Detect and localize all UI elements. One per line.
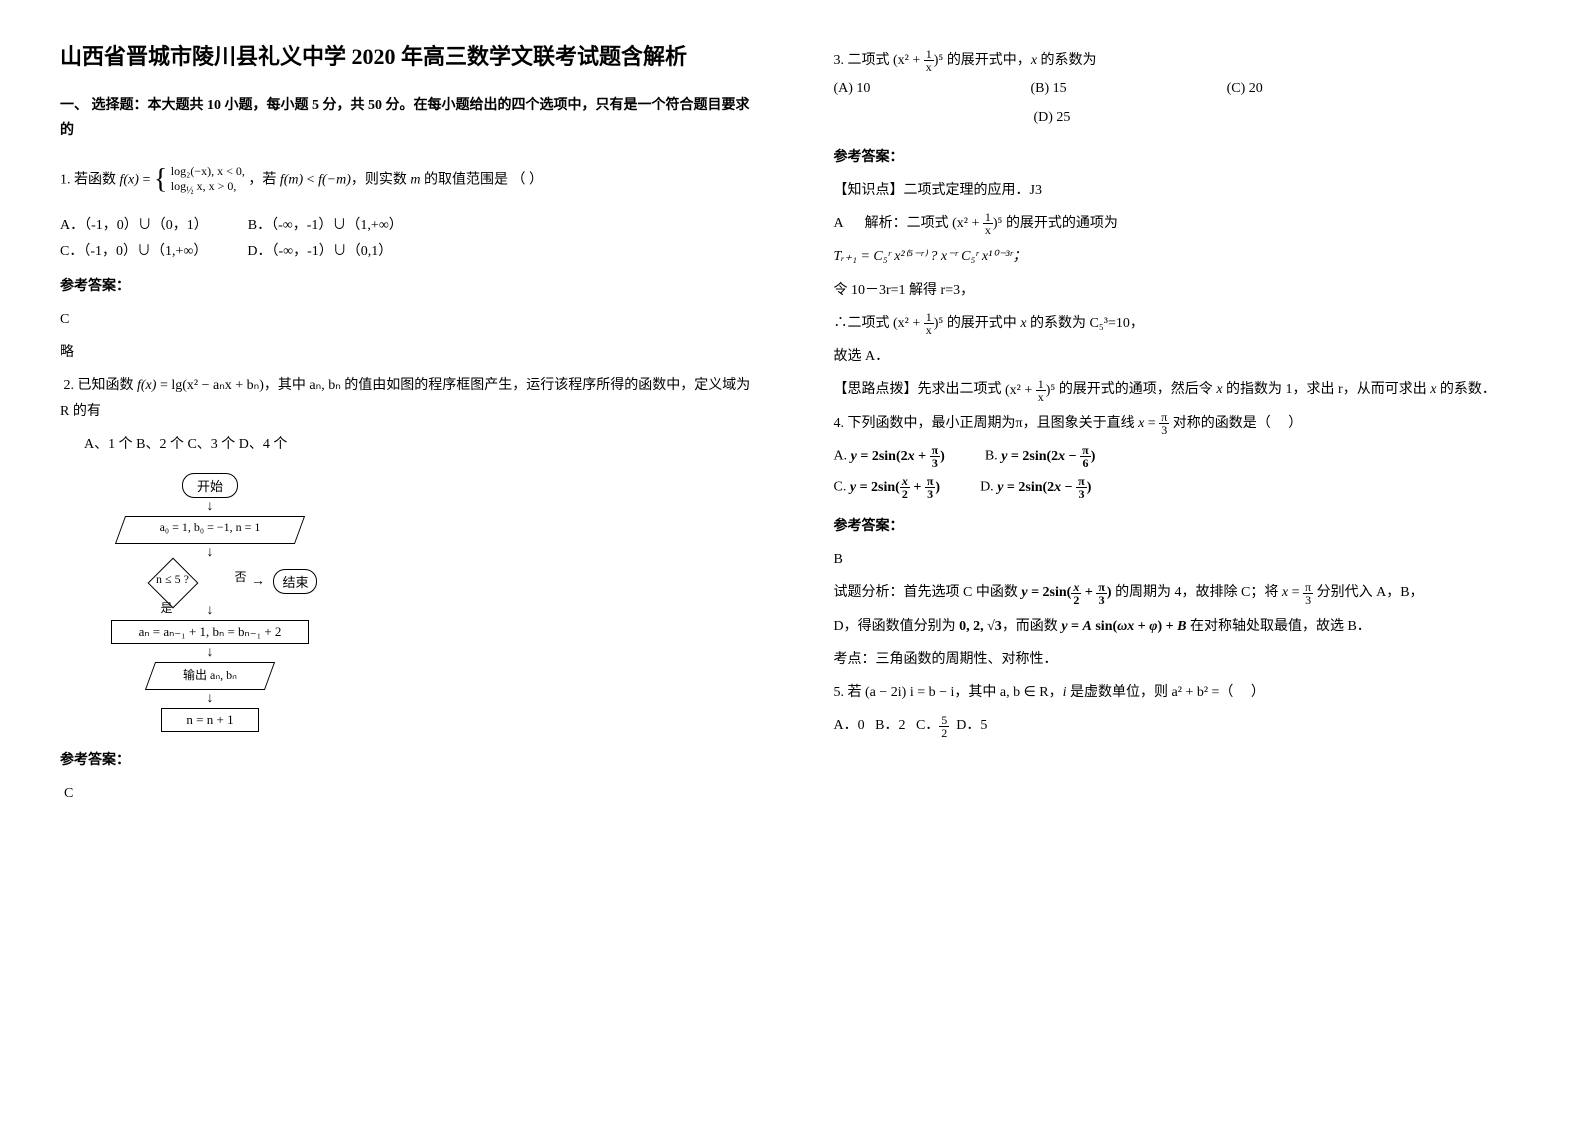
q1-optD: D．（-∞，-1）∪（0,1） (247, 240, 392, 260)
q1-options-row1: A．（-1，0）∪（0，1） B．（-∞，-1）∪（1,+∞） (60, 214, 754, 234)
q3-optD: (D) 25 (1034, 105, 1528, 130)
q3-sol3: 令 10－3r=1 解得 r=3， (834, 278, 1528, 303)
q3-sol5: 故选 A． (834, 344, 1528, 369)
fc-init: a₀ = 1, b₀ = −1, n = 1 (110, 516, 310, 544)
q3-answer-label: 参考答案： (834, 145, 1528, 170)
q1-answer-label: 参考答案： (60, 274, 754, 299)
q1-optC: C．（-1，0）∪（1,+∞） (60, 240, 207, 260)
q3-options-row1: (A) 10 (B) 15 (C) 20 (834, 81, 1528, 97)
q2-options: A、1 个 B、2 个 C、3 个 D、4 个 (84, 432, 754, 457)
q4-optB: B. y = 2sin(2x − π6) (985, 444, 1096, 469)
q5-options: A．0 B．2 C．52 D．5 (834, 713, 1528, 738)
q4-row1: A. y = 2sin(2x + π3) B. y = 2sin(2x − π6… (834, 444, 1528, 469)
q4-stem: 4. 下列函数中，最小正周期为π，且图象关于直线 x = π3 对称的函数是（ … (834, 411, 1528, 436)
q4-row2: C. y = 2sin(x2 + π3) D. y = 2sin(2x − π3… (834, 475, 1528, 500)
page-title: 山西省晋城市陵川县礼义中学 2020 年高三数学文联考试题含解析 (60, 40, 754, 73)
q2-answer-label: 参考答案： (60, 748, 754, 773)
q3-optA: (A) 10 (834, 81, 871, 97)
q5-stem: 5. 若 (a − 2i) i = b − i，其中 a, b ∈ R，i 是虚… (834, 680, 1528, 705)
q3-stem: 3. 二项式 (x² + 1x)⁵ 的展开式中，x 的系数为 (834, 48, 1528, 73)
q3-sol1: A 解析：二项式 (x² + 1x)⁵ 的展开式的通项为 (834, 211, 1528, 236)
arrow-icon: ↓ (100, 646, 320, 660)
fc-out: 输出 aₙ, bₙ (140, 662, 280, 690)
q4-answer-label: 参考答案： (834, 514, 1528, 539)
q4-sol1: 试题分析：首先选项 C 中函数 y = 2sin(x2 + π3) 的周期为 4… (834, 580, 1528, 605)
q2-stem: 2. 已知函数 f(x) = lg(x² − aₙx + bₙ)，其中 aₙ, … (60, 373, 754, 423)
fc-no-label: 否 (234, 568, 246, 585)
q1-note: 略 (60, 340, 754, 365)
fc-yes-label: 是 (160, 599, 172, 616)
q4-answer: B (834, 547, 1528, 572)
q3-optC: (C) 20 (1227, 81, 1263, 97)
arrow-icon: ↓ (100, 546, 320, 560)
section-a-title: 一、 选择题：本大题共 10 小题，每小题 5 分，共 50 分。在每小题给出的… (60, 93, 754, 143)
arrow-icon: ↓ (100, 604, 320, 618)
arrow-right-icon: → (251, 574, 265, 590)
q1-answer: C (60, 307, 754, 332)
flowchart: 开始 ↓ a₀ = 1, b₀ = −1, n = 1 ↓ n ≤ 5 ? 否 … (100, 473, 320, 732)
q4-sol2: D，得函数值分别为 0, 2, √3，而函数 y = A sin(ωx + φ)… (834, 614, 1528, 639)
arrow-icon: ↓ (100, 692, 320, 706)
q4-optA: A. y = 2sin(2x + π3) (834, 444, 945, 469)
q1-options-row2: C．（-1，0）∪（1,+∞） D．（-∞，-1）∪（0,1） (60, 240, 754, 260)
q1-optB: B．（-∞，-1）∪（1,+∞） (248, 214, 403, 234)
fc-step: aₙ = aₙ₋₁ + 1, bₙ = bₙ₋₁ + 2 (111, 620, 309, 644)
q1-optA: A．（-1，0）∪（0，1） (60, 214, 208, 234)
q4-sol3: 考点：三角函数的周期性、对称性． (834, 647, 1528, 672)
q3-hint: 【思路点拨】先求出二项式 (x² + 1x)⁵ 的展开式的通项，然后令 x 的指… (834, 377, 1528, 402)
q3-knowledge: 【知识点】二项式定理的应用．J3 (834, 178, 1528, 203)
fc-start: 开始 (182, 473, 238, 498)
fc-inc: n = n + 1 (161, 708, 259, 732)
fc-end: 结束 (273, 569, 317, 594)
q3-sol2: Tᵣ₊₁ = C₅ʳ x²⁽⁵⁻ʳ⁾ ? x⁻ʳ C₅ʳ x¹⁰⁻³ʳ； (834, 244, 1528, 269)
q2-answer: C (64, 781, 754, 806)
q3-optB: (B) 15 (1030, 81, 1066, 97)
q4-optD: D. y = 2sin(2x − π3) (980, 475, 1091, 500)
q4-optC: C. y = 2sin(x2 + π3) (834, 475, 941, 500)
q3-sol4: ∴二项式 (x² + 1x)⁵ 的展开式中 x 的系数为 C₅³=10， (834, 311, 1528, 336)
q1-stem: 1. 若函数 f(x) = { log₂(−x), x < 0, log½ x,… (60, 155, 754, 205)
arrow-icon: ↓ (100, 500, 320, 514)
fc-cond: n ≤ 5 ? 否 是 (102, 562, 242, 602)
